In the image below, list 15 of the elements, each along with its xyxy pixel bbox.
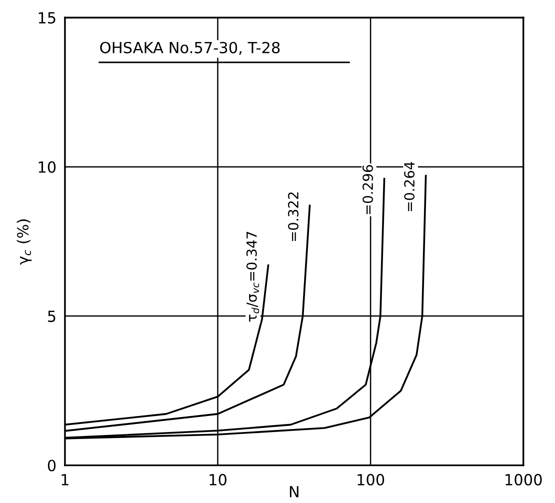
y-axis-title: γ$_{c}$ (%)	[16, 219, 32, 265]
x-tick-label: 1000	[506, 474, 542, 486]
y-tick-label: 5	[48, 310, 56, 322]
x-tick-label: 1	[62, 474, 68, 486]
annotation: =0.296	[362, 165, 374, 214]
annotation: τ$_{d}$/σ$_{vc}$=0.347	[246, 232, 260, 322]
annotation: =0.264	[404, 162, 415, 212]
x-tick-label: 100	[358, 474, 384, 486]
x-axis-title: N	[290, 486, 298, 498]
y-tick-label: 0	[48, 460, 56, 472]
x-tick-label: 10	[210, 474, 226, 486]
y-tick-label: 10	[38, 161, 56, 173]
y-tick-label: 15	[38, 12, 56, 24]
annotation: =0.322	[288, 192, 298, 241]
text: OHSAKA No.57-30, T-28	[100, 42, 280, 55]
